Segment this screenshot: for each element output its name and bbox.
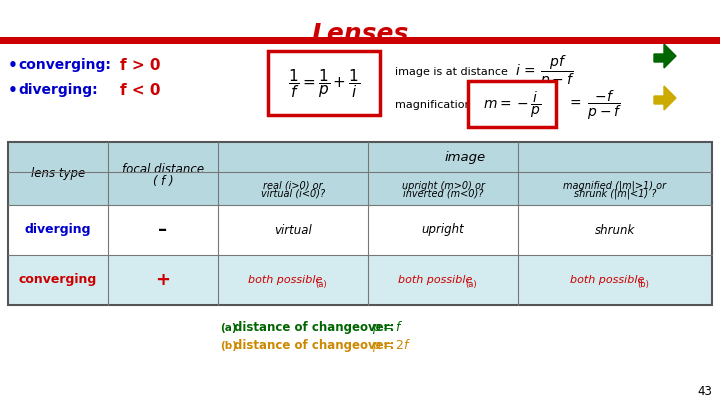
Bar <box>8 255 712 305</box>
Text: f > 0: f > 0 <box>120 58 161 73</box>
Text: converging:: converging: <box>18 58 111 72</box>
Bar <box>8 205 712 255</box>
Text: (a): (a) <box>465 279 477 288</box>
Text: distance of changeover:: distance of changeover: <box>234 339 395 352</box>
Text: •: • <box>8 83 18 98</box>
Bar <box>268 51 380 115</box>
Bar <box>468 81 556 127</box>
Text: upright: upright <box>422 224 464 237</box>
Text: +: + <box>156 271 171 289</box>
Text: (a): (a) <box>220 323 237 333</box>
Text: virtual: virtual <box>274 224 312 237</box>
Text: Lenses: Lenses <box>311 22 409 46</box>
Text: inverted (m<0)?: inverted (m<0)? <box>402 188 483 198</box>
Text: (b): (b) <box>220 341 237 351</box>
Text: magnified (|m|>1) or: magnified (|m|>1) or <box>564 181 667 191</box>
Text: both possible: both possible <box>398 275 472 285</box>
Text: converging: converging <box>19 273 97 286</box>
Text: virtual (i<0)?: virtual (i<0)? <box>261 188 325 198</box>
Text: real (i>0) or: real (i>0) or <box>264 181 323 191</box>
Text: magnification:: magnification: <box>395 100 475 110</box>
Text: upright (m>0) or: upright (m>0) or <box>402 181 485 191</box>
Text: f < 0: f < 0 <box>120 83 161 98</box>
Text: distance of changeover:: distance of changeover: <box>234 322 395 335</box>
Text: $i\,=\,\dfrac{pf}{p-f}$: $i\,=\,\dfrac{pf}{p-f}$ <box>515 54 575 90</box>
Text: $p = 2f$: $p = 2f$ <box>372 337 411 354</box>
Text: $m = -\dfrac{i}{p}$: $m = -\dfrac{i}{p}$ <box>483 90 541 120</box>
Text: lens type: lens type <box>31 167 85 180</box>
Text: $=\;\dfrac{-f}{p-f}$: $=\;\dfrac{-f}{p-f}$ <box>567 88 623 122</box>
Polygon shape <box>654 44 676 68</box>
Text: (a): (a) <box>315 279 327 288</box>
Text: diverging:: diverging: <box>18 83 98 97</box>
Text: $p = f$: $p = f$ <box>372 320 403 337</box>
Text: (b): (b) <box>637 279 649 288</box>
Text: image is at distance: image is at distance <box>395 67 508 77</box>
Text: both possible: both possible <box>248 275 322 285</box>
Text: shrunk: shrunk <box>595 224 635 237</box>
Text: shrunk (|m|<1) ?: shrunk (|m|<1) ? <box>574 188 656 199</box>
Polygon shape <box>654 86 676 110</box>
Bar <box>0 37 720 44</box>
Text: focal distance: focal distance <box>122 163 204 176</box>
Text: –: – <box>158 221 168 239</box>
Bar <box>8 142 712 305</box>
Text: $\dfrac{1}{f} = \dfrac{1}{p} + \dfrac{1}{i}$: $\dfrac{1}{f} = \dfrac{1}{p} + \dfrac{1}… <box>288 68 360 100</box>
Text: image: image <box>444 151 485 164</box>
Bar <box>8 142 712 205</box>
Text: ( $f$ ): ( $f$ ) <box>152 173 174 188</box>
Text: both possible: both possible <box>570 275 644 285</box>
Text: •: • <box>8 58 18 73</box>
Text: diverging: diverging <box>24 224 91 237</box>
Text: 43: 43 <box>697 385 712 398</box>
